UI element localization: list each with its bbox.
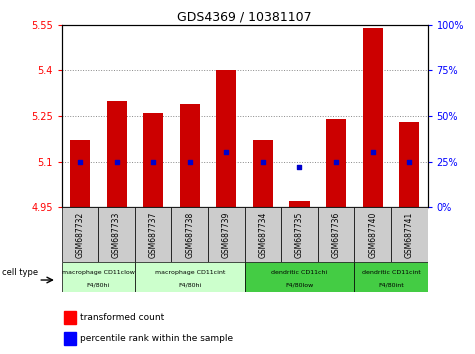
- Text: dendritic CD11chi: dendritic CD11chi: [271, 270, 328, 275]
- Text: F4/80hi: F4/80hi: [87, 282, 110, 287]
- Bar: [106, 101, 127, 207]
- Point: [222, 150, 230, 155]
- Point: [332, 159, 340, 164]
- Bar: [135, 207, 171, 262]
- Text: GSM687735: GSM687735: [295, 211, 304, 258]
- Text: GSM687738: GSM687738: [185, 211, 194, 258]
- Bar: [64, 332, 76, 345]
- Point: [149, 159, 157, 164]
- Bar: [62, 207, 98, 262]
- Point: [76, 159, 84, 164]
- Text: GSM687736: GSM687736: [332, 211, 341, 258]
- Bar: [171, 207, 208, 262]
- Text: GSM687733: GSM687733: [112, 211, 121, 258]
- Bar: [70, 140, 90, 207]
- Text: F4/80hi: F4/80hi: [178, 282, 201, 287]
- Bar: [326, 119, 346, 207]
- Point: [113, 159, 121, 164]
- Text: percentile rank within the sample: percentile rank within the sample: [80, 334, 233, 343]
- Bar: [281, 207, 318, 262]
- Bar: [253, 140, 273, 207]
- Bar: [135, 262, 245, 292]
- Point: [259, 159, 267, 164]
- Text: macrophage CD11clow: macrophage CD11clow: [62, 270, 135, 275]
- Bar: [180, 104, 200, 207]
- Bar: [245, 262, 354, 292]
- Bar: [64, 311, 76, 324]
- Point: [405, 159, 413, 164]
- Bar: [354, 262, 428, 292]
- Text: GSM687741: GSM687741: [405, 211, 414, 258]
- Bar: [318, 207, 354, 262]
- Bar: [399, 122, 419, 207]
- Point: [369, 150, 377, 155]
- Text: cell type: cell type: [2, 268, 38, 277]
- Text: GSM687740: GSM687740: [368, 211, 377, 258]
- Bar: [354, 207, 391, 262]
- Bar: [391, 207, 428, 262]
- Bar: [208, 207, 245, 262]
- Text: macrophage CD11cint: macrophage CD11cint: [154, 270, 225, 275]
- Title: GDS4369 / 10381107: GDS4369 / 10381107: [177, 11, 312, 24]
- Bar: [62, 262, 135, 292]
- Text: GSM687737: GSM687737: [149, 211, 158, 258]
- Bar: [245, 207, 281, 262]
- Text: F4/80int: F4/80int: [378, 282, 404, 287]
- Point: [295, 164, 304, 170]
- Text: GSM687732: GSM687732: [76, 211, 85, 258]
- Text: transformed count: transformed count: [80, 313, 164, 322]
- Bar: [289, 201, 310, 207]
- Text: F4/80low: F4/80low: [285, 282, 314, 287]
- Point: [186, 159, 194, 164]
- Bar: [98, 207, 135, 262]
- Text: GSM687739: GSM687739: [222, 211, 231, 258]
- Bar: [216, 70, 237, 207]
- Text: dendritic CD11cint: dendritic CD11cint: [361, 270, 420, 275]
- Bar: [362, 28, 383, 207]
- Bar: [143, 113, 163, 207]
- Text: GSM687734: GSM687734: [258, 211, 267, 258]
